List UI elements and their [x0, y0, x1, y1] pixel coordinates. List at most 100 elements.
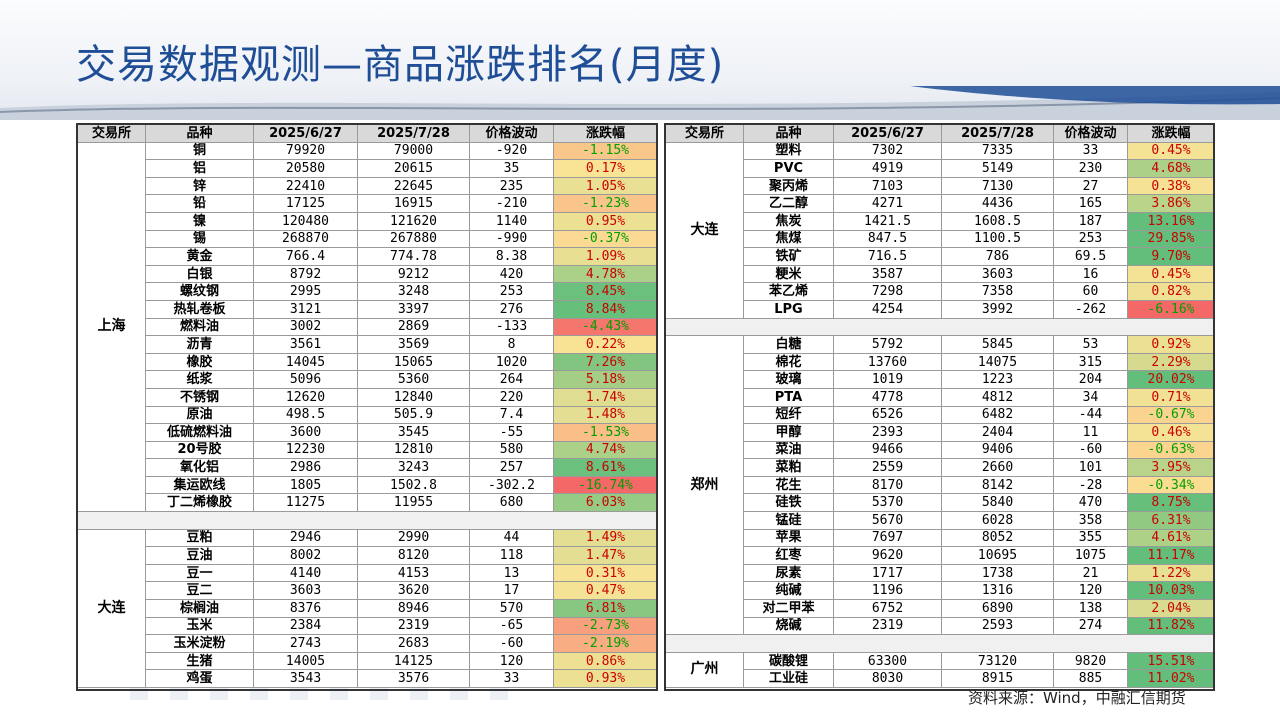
product-name: 锰硅 — [743, 511, 834, 530]
table-row: PVC 4919 5149 230 4.68% — [666, 159, 1215, 178]
product-name: 镍 — [145, 211, 254, 231]
percent-change: 4.74% — [553, 440, 658, 460]
price-change: 8.38 — [469, 247, 554, 266]
price-2025-7-28: 5360 — [357, 370, 470, 389]
product-name: 铝 — [145, 159, 254, 178]
price-2025-7-28: 8052 — [941, 528, 1054, 548]
product-name: 铅 — [145, 194, 254, 213]
header-change: 价格波动 — [469, 124, 554, 143]
price-2025-7-28: 774.78 — [357, 247, 470, 266]
price-2025-7-28: 2660 — [941, 458, 1054, 477]
table-row: 集运欧线 1805 1502.8 -302.2 -16.74% — [78, 475, 658, 495]
percent-change: 11.02% — [1127, 669, 1215, 688]
table-row: 郑州 白糖 5792 5845 53 0.92% — [665, 335, 1215, 636]
price-2025-7-28: 73120 — [941, 651, 1054, 671]
header-swoosh — [0, 86, 1280, 120]
percent-change: -6.16% — [1127, 299, 1215, 319]
page-title: 交易数据观测—商品涨跌排名(月度) — [76, 42, 725, 88]
price-2025-6-27: 8030 — [833, 669, 942, 688]
percent-change: 0.86% — [553, 651, 658, 671]
price-2025-7-28: 3576 — [357, 669, 470, 688]
percent-change: -2.19% — [553, 634, 658, 653]
percent-change: 8.45% — [553, 282, 658, 301]
table-row: 棉花 13760 14075 315 2.29% — [666, 352, 1215, 372]
price-2025-6-27: 22410 — [253, 176, 358, 196]
price-2025-6-27: 8002 — [253, 546, 358, 565]
price-2025-6-27: 847.5 — [833, 229, 942, 249]
percent-change: 1.49% — [553, 528, 658, 548]
header-product: 品种 — [743, 124, 834, 143]
price-2025-7-28: 2319 — [357, 616, 470, 636]
price-2025-7-28: 1738 — [941, 563, 1054, 583]
source-note: 资料来源：Wind，中融汇信期货 — [968, 689, 1186, 707]
percent-change: 0.45% — [1127, 141, 1215, 161]
exchange-cell: 广州 — [665, 651, 744, 689]
price-2025-7-28: 2593 — [941, 616, 1054, 636]
product-name: 燃料油 — [145, 317, 254, 337]
price-change: 274 — [1053, 616, 1128, 636]
price-2025-6-27: 9466 — [833, 440, 942, 460]
percent-change: 8.75% — [1127, 493, 1215, 513]
price-2025-7-28: 6890 — [941, 599, 1054, 618]
table-row: 镍 120480 121620 1140 0.95% — [78, 211, 658, 231]
price-2025-7-28: 7335 — [941, 141, 1054, 161]
product-name: 对二甲苯 — [743, 599, 834, 618]
product-name: PVC — [743, 159, 834, 178]
product-name: 豆油 — [145, 546, 254, 565]
price-2025-7-28: 5845 — [941, 335, 1054, 354]
price-change: 9820 — [1053, 651, 1128, 671]
table-row: 大连 塑料 7302 7335 33 0.45% — [665, 141, 1215, 319]
price-change: 235 — [469, 176, 554, 196]
percent-change: 1.22% — [1127, 563, 1215, 583]
product-name: 20号胶 — [145, 440, 254, 460]
header-product: 品种 — [145, 124, 254, 143]
table-row: 铝 20580 20615 35 0.17% — [78, 159, 658, 178]
price-2025-6-27: 14005 — [253, 651, 358, 671]
price-2025-6-27: 3600 — [253, 423, 358, 442]
percent-change: 1.05% — [553, 176, 658, 196]
price-change: 8 — [469, 335, 554, 354]
price-2025-6-27: 3561 — [253, 335, 358, 354]
price-2025-6-27: 716.5 — [833, 247, 942, 266]
percent-change: 3.86% — [1127, 194, 1215, 213]
price-2025-7-28: 8142 — [941, 475, 1054, 495]
product-name: LPG — [743, 299, 834, 319]
percent-change: 0.71% — [1127, 387, 1215, 407]
price-change: 264 — [469, 370, 554, 389]
price-2025-7-28: 4153 — [357, 563, 470, 583]
price-2025-7-28: 3248 — [357, 282, 470, 301]
price-2025-6-27: 4254 — [833, 299, 942, 319]
product-name: 丁二烯橡胶 — [145, 493, 254, 513]
table-row: 工业硅 8030 8915 885 11.02% — [666, 669, 1215, 688]
price-change: 16 — [1053, 264, 1128, 284]
group-separator-row — [665, 634, 1215, 653]
price-2025-6-27: 7697 — [833, 528, 942, 548]
product-name: 乙二醇 — [743, 194, 834, 213]
price-2025-6-27: 2986 — [253, 458, 358, 477]
price-change: 44 — [469, 528, 554, 548]
table-row: 纸浆 5096 5360 264 5.18% — [78, 370, 658, 389]
percent-change: 11.17% — [1127, 546, 1215, 565]
group-separator — [665, 317, 1215, 337]
price-2025-6-27: 20580 — [253, 159, 358, 178]
price-2025-7-28: 3620 — [357, 581, 470, 601]
price-2025-6-27: 2384 — [253, 616, 358, 636]
price-2025-6-27: 2559 — [833, 458, 942, 477]
product-name: 工业硅 — [743, 669, 834, 688]
percent-change: 2.04% — [1127, 599, 1215, 618]
price-2025-7-28: 3397 — [357, 299, 470, 319]
price-change: 257 — [469, 458, 554, 477]
price-change: 165 — [1053, 194, 1128, 213]
percent-change: 1.09% — [553, 247, 658, 266]
price-change: -60 — [1053, 440, 1128, 460]
product-name: 甲醇 — [743, 423, 834, 442]
price-2025-6-27: 14045 — [253, 352, 358, 372]
percent-change: 1.74% — [553, 387, 658, 407]
product-name: 花生 — [743, 475, 834, 495]
price-change: 35 — [469, 159, 554, 178]
table-row: 粳米 3587 3603 16 0.45% — [666, 264, 1215, 284]
product-name: 橡胶 — [145, 352, 254, 372]
table-row: 乙二醇 4271 4436 165 3.86% — [666, 194, 1215, 213]
price-change: 60 — [1053, 282, 1128, 301]
price-2025-7-28: 6482 — [941, 405, 1054, 425]
